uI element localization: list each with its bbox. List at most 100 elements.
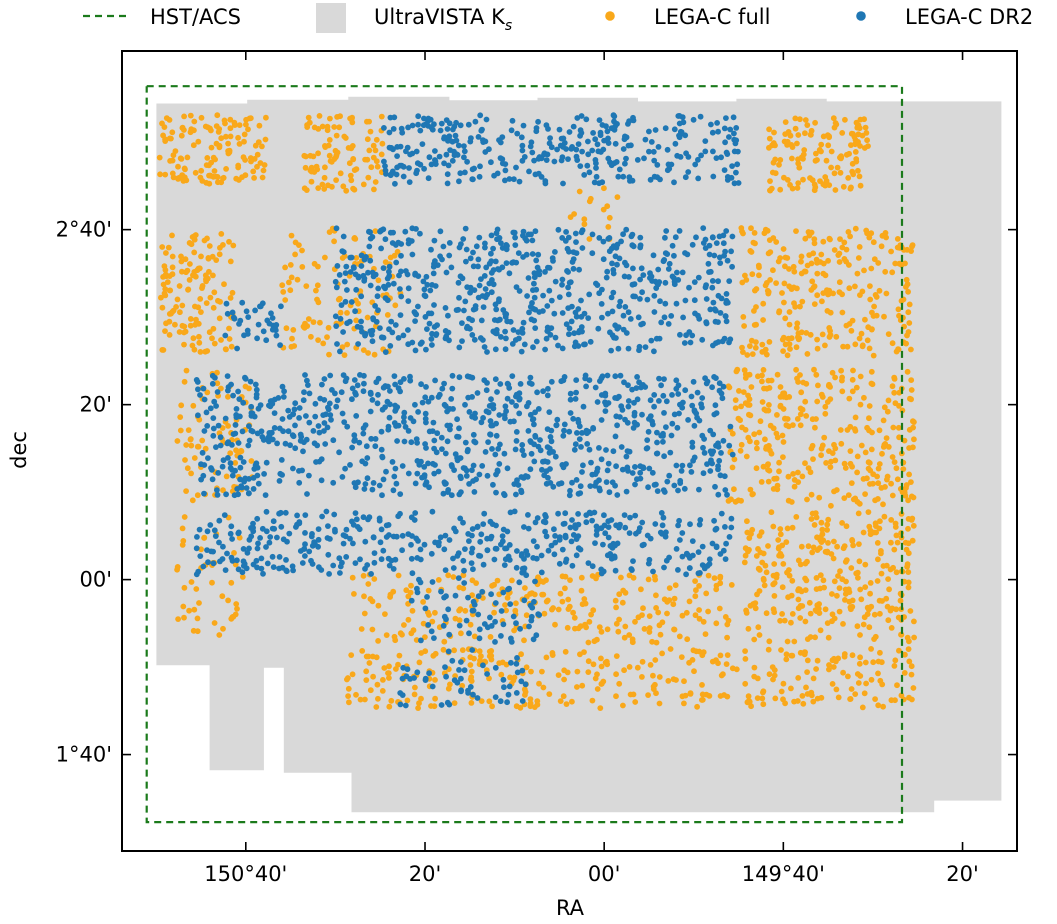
lega-c-dr2-point	[392, 381, 398, 388]
lega-c-dr2-point	[493, 306, 500, 313]
lega-c-full-point	[172, 321, 178, 328]
lega-c-full-point	[829, 611, 836, 618]
lega-c-full-point	[853, 158, 860, 165]
lega-c-dr2-point	[425, 622, 432, 628]
lega-c-dr2-point	[579, 430, 585, 436]
lega-c-dr2-point	[397, 286, 403, 292]
lega-c-dr2-point	[441, 135, 447, 142]
lega-c-dr2-point	[374, 293, 381, 300]
lega-c-full-point	[791, 268, 798, 275]
lega-c-full-point	[842, 116, 848, 123]
lega-c-dr2-point	[564, 245, 571, 252]
lega-c-dr2-point	[664, 146, 671, 153]
lega-c-full-point	[889, 454, 896, 460]
lega-c-full-point	[868, 230, 875, 237]
lega-c-dr2-point	[658, 382, 664, 389]
lega-c-dr2-point	[387, 343, 394, 349]
lega-c-full-point	[181, 614, 187, 621]
lega-c-dr2-point	[632, 481, 638, 488]
lega-c-full-point	[549, 606, 555, 613]
lega-c-dr2-point	[540, 292, 546, 299]
lega-c-full-point	[857, 654, 863, 661]
lega-c-full-point	[206, 180, 213, 187]
lega-c-full-point	[750, 491, 756, 497]
lega-c-dr2-point	[513, 438, 520, 444]
lega-c-dr2-point	[513, 491, 519, 498]
lega-c-dr2-point	[596, 117, 603, 123]
lega-c-dr2-point	[512, 446, 519, 453]
lega-c-full-point	[349, 671, 356, 678]
lega-c-dr2-point	[569, 479, 575, 486]
lega-c-dr2-point	[561, 427, 567, 434]
lega-c-dr2-point	[513, 393, 519, 400]
lega-c-dr2-point	[726, 534, 733, 540]
lega-c-full-point	[345, 685, 352, 692]
lega-c-full-point	[227, 133, 234, 140]
lega-c-full-point	[856, 335, 863, 342]
lega-c-dr2-point	[456, 294, 462, 301]
lega-c-dr2-point	[428, 394, 435, 401]
lega-c-dr2-point	[507, 601, 514, 607]
lega-c-dr2-point	[393, 480, 400, 487]
lega-c-dr2-point	[603, 479, 610, 485]
lega-c-full-point	[598, 663, 605, 670]
lega-c-dr2-point	[340, 233, 347, 240]
lega-c-full-point	[888, 625, 895, 631]
lega-c-full-point	[757, 418, 764, 425]
lega-c-full-point	[178, 253, 184, 260]
lega-c-full-point	[837, 568, 843, 575]
lega-c-dr2-point	[502, 403, 509, 410]
lega-c-full-point	[738, 441, 745, 448]
lega-c-full-point	[829, 681, 836, 687]
lega-c-dr2-point	[311, 539, 317, 546]
lega-c-dr2-point	[241, 332, 247, 339]
lega-c-dr2-point	[720, 383, 727, 390]
y-tick-label: 00'	[80, 568, 113, 592]
lega-c-dr2-point	[580, 462, 586, 469]
lega-c-full-point	[742, 552, 749, 559]
lega-c-full-point	[522, 692, 528, 698]
lega-c-dr2-point	[727, 336, 734, 343]
lega-c-dr2-point	[592, 540, 598, 546]
lega-c-dr2-point	[637, 469, 644, 476]
lega-c-dr2-point	[437, 534, 444, 541]
lega-c-dr2-point	[327, 412, 334, 418]
lega-c-full-point	[498, 671, 505, 678]
lega-c-dr2-point	[538, 552, 545, 559]
lega-c-full-point	[904, 634, 911, 641]
lega-c-dr2-point	[351, 377, 358, 383]
lega-c-full-point	[798, 543, 805, 550]
lega-c-full-point	[771, 667, 778, 673]
lega-c-full-point	[867, 590, 873, 597]
lega-c-dr2-point	[628, 566, 635, 572]
lega-c-full-point	[905, 497, 911, 504]
lega-c-full-point	[350, 156, 357, 163]
lega-c-dr2-point	[655, 281, 661, 288]
lega-c-dr2-point	[682, 132, 689, 139]
lega-c-dr2-point	[264, 560, 271, 567]
lega-c-dr2-point	[255, 480, 262, 487]
lega-c-dr2-point	[394, 153, 400, 160]
lega-c-dr2-point	[654, 439, 660, 446]
lega-c-full-point	[767, 178, 773, 185]
lega-c-full-point	[351, 167, 358, 174]
lega-c-full-point	[795, 586, 802, 592]
lega-c-dr2-point	[419, 141, 426, 148]
lega-c-full-point	[857, 182, 864, 189]
lega-c-dr2-point	[286, 414, 293, 420]
lega-c-dr2-point	[552, 249, 558, 255]
lega-c-dr2-point	[408, 597, 415, 604]
lega-c-dr2-point	[515, 482, 522, 488]
lega-c-dr2-point	[577, 163, 584, 170]
lega-c-full-point	[598, 628, 605, 635]
lega-c-full-point	[179, 302, 186, 309]
legend-lega-c-full-label: LEGA-C full	[654, 5, 770, 29]
lega-c-dr2-point	[333, 403, 340, 410]
lega-c-full-point	[372, 228, 379, 235]
lega-c-dr2-point	[201, 396, 208, 403]
lega-c-full-point	[187, 322, 194, 329]
lega-c-dr2-point	[663, 228, 670, 234]
lega-c-dr2-point	[372, 436, 379, 442]
lega-c-dr2-point	[362, 538, 369, 545]
lega-c-dr2-point	[387, 388, 393, 394]
